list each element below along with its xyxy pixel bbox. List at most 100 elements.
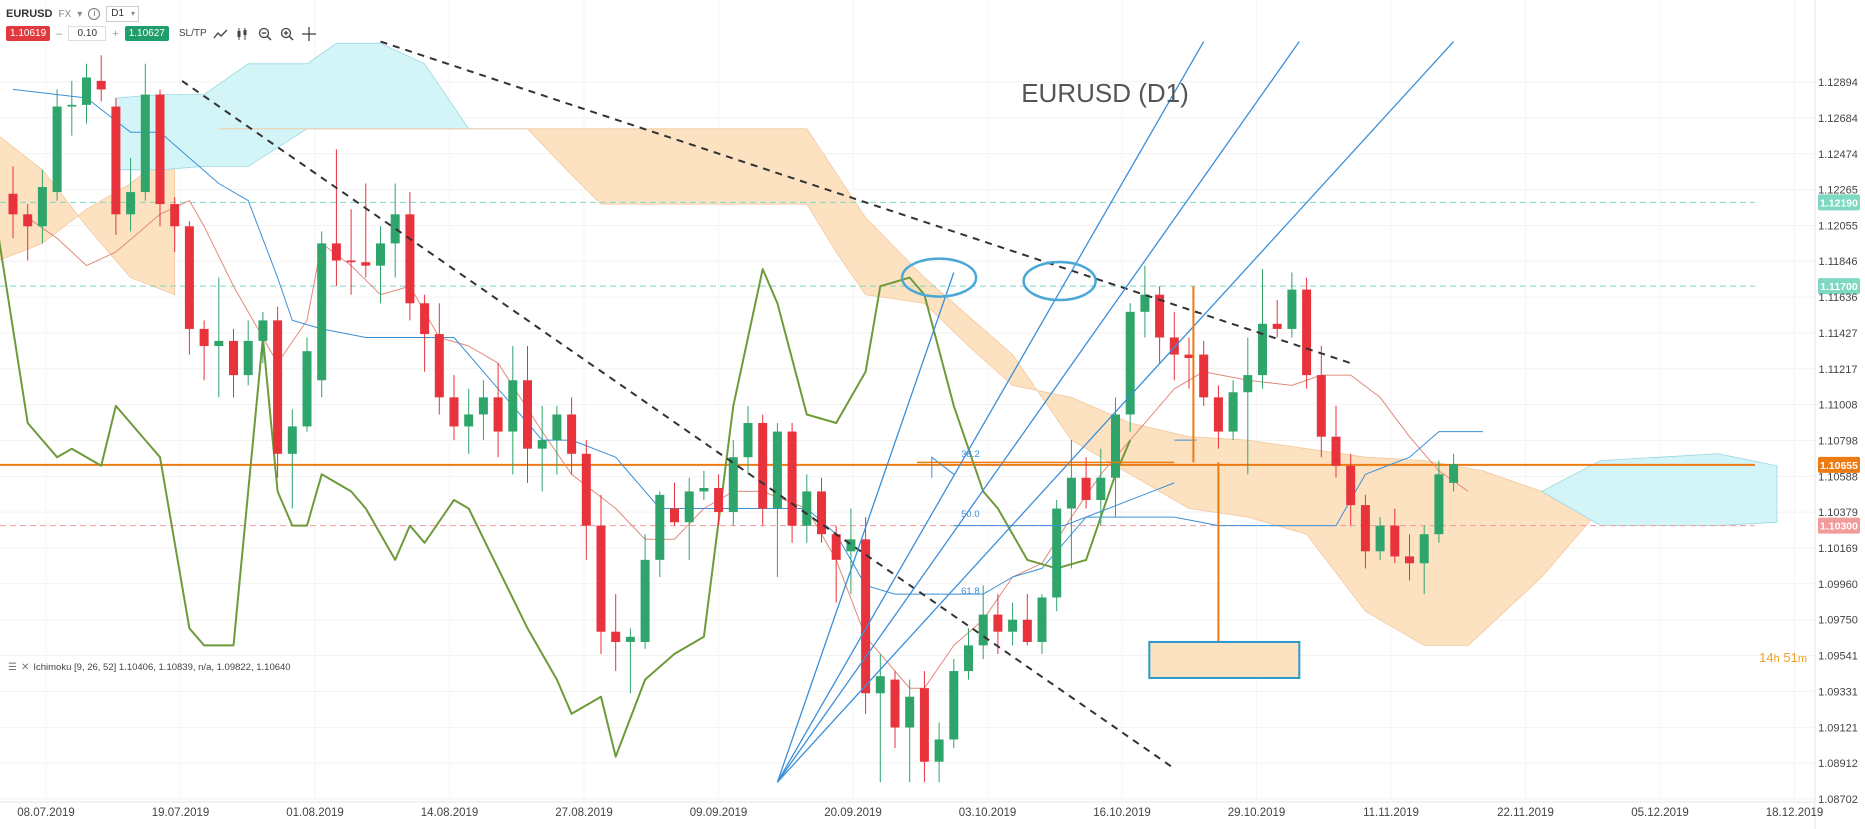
candle-body [1111,414,1120,478]
sell-price-button[interactable]: 1.10619 [6,26,51,41]
candle-body [743,423,753,458]
candle-body [875,676,885,694]
time-tick-label: 16.10.2019 [1093,807,1151,819]
candle-body [1155,294,1165,338]
price-tick-label: 1.09541 [1818,650,1858,662]
price-level-badge [1818,194,1860,211]
candle-body [390,214,400,244]
candle-body [317,243,327,381]
candle-countdown: 14h 51m [1759,650,1807,665]
fib-fan-line [776,41,1455,783]
price-tick-label: 1.12894 [1818,77,1858,89]
candle-body [772,431,782,509]
candle-body [111,106,121,215]
fib-fan-line [776,41,1205,783]
price-tick-label: 1.10169 [1818,543,1858,555]
price-tick-label: 1.10798 [1818,435,1858,447]
zoom-out-icon[interactable] [257,27,273,41]
fib-level-label: 50.0 [961,509,980,520]
drawings: 38.2 50.0 61.8 [181,40,1455,783]
candle-body [420,303,430,335]
candle-body [243,340,253,376]
candle-body [508,380,518,432]
candle-body [493,397,503,432]
ichimoku-cloud [0,42,1778,646]
candle-body [537,440,547,449]
time-tick-label: 27.08.2019 [555,807,613,819]
candle-body [273,320,283,454]
price-tick-label: 1.12265 [1818,185,1858,197]
candle-body [361,262,371,266]
candle-body [184,226,194,329]
candle-body [126,192,136,215]
buy-price-button[interactable]: 1.10627 [124,26,169,41]
time-tick-label: 09.09.2019 [690,807,748,819]
candle-body [1258,323,1267,376]
candle-body [640,559,650,642]
decrease-lot-button[interactable]: – [56,27,63,40]
settings-icon[interactable]: ☰ [8,662,17,673]
zoom-in-icon[interactable] [279,27,295,41]
candle-body [861,539,871,694]
candle-body [52,106,62,193]
cloud-area [115,42,528,171]
candle-body [1375,525,1385,552]
candle-body [302,351,312,427]
fib-bracket [931,456,955,478]
timeframe-select[interactable]: D1 ▾ [106,6,140,22]
candle-body [1405,556,1414,564]
countdown-minutes-unit: m [1797,653,1807,665]
candle-body [1037,597,1047,642]
candle-body [758,423,768,509]
close-icon[interactable]: ✕ [20,662,30,673]
lot-size-input[interactable] [68,26,107,41]
price-tick-label: 1.11217 [1819,364,1858,376]
price-tick-label: 1.10588 [1818,471,1858,483]
time-tick-label: 05.12.2019 [1631,807,1689,819]
candle-body [331,243,341,261]
info-icon[interactable]: i [88,8,101,20]
sltp-button[interactable]: SL/TP [178,28,207,39]
price-level-badge [1818,278,1860,295]
candles-icon[interactable] [235,27,251,41]
candle-body [1272,323,1282,329]
candle-body [37,186,47,227]
candle-body [1213,397,1223,432]
chart-title: EURUSD (D1) [1021,78,1189,108]
market-chevron-icon[interactable]: ▾ [77,8,83,20]
candle-body [1287,289,1297,329]
candle-body [567,414,577,454]
time-axis: 08.07.2019 19.07.2019 01.08.2019 14.08.2019… [0,801,1823,819]
time-tick-label: 20.09.2019 [824,807,882,819]
price-level-label: 1.11700 [1820,281,1858,293]
line-chart-icon[interactable] [213,27,229,41]
candle-body [802,491,812,526]
candle-body [905,696,915,728]
candle-body [140,94,150,193]
candle-body [699,488,709,492]
candle-body [1081,477,1091,500]
candle-body [655,494,665,560]
candle-body [449,397,459,427]
price-tick-label: 1.09121 [1818,722,1858,734]
candle-body [96,80,106,90]
indicator-legend-text: Ichimoku [9, 26, 52] 1.10406, 1.10839, n… [33,662,291,673]
price-tick-label: 1.12684 [1818,113,1858,125]
candle-body [199,328,209,347]
candle-body [82,77,91,105]
price-level-badge [1818,456,1860,473]
candle-body [1096,477,1106,500]
candle-body [346,260,356,263]
candle-body [1022,619,1032,642]
indicator-legend: ☰ ✕ Ichimoku [9, 26, 52] 1.10406, 1.1083… [8,662,291,673]
increase-lot-button[interactable]: + [112,27,119,40]
price-level-label: 1.12190 [1820,197,1858,209]
crosshair-icon[interactable] [301,26,317,41]
candle-body [1331,436,1341,466]
cloud-area [218,128,1777,646]
candle-body [1008,619,1018,632]
candle-body [1243,375,1253,393]
timeframe-value: D1 [111,8,125,19]
candle-body [1052,508,1062,598]
